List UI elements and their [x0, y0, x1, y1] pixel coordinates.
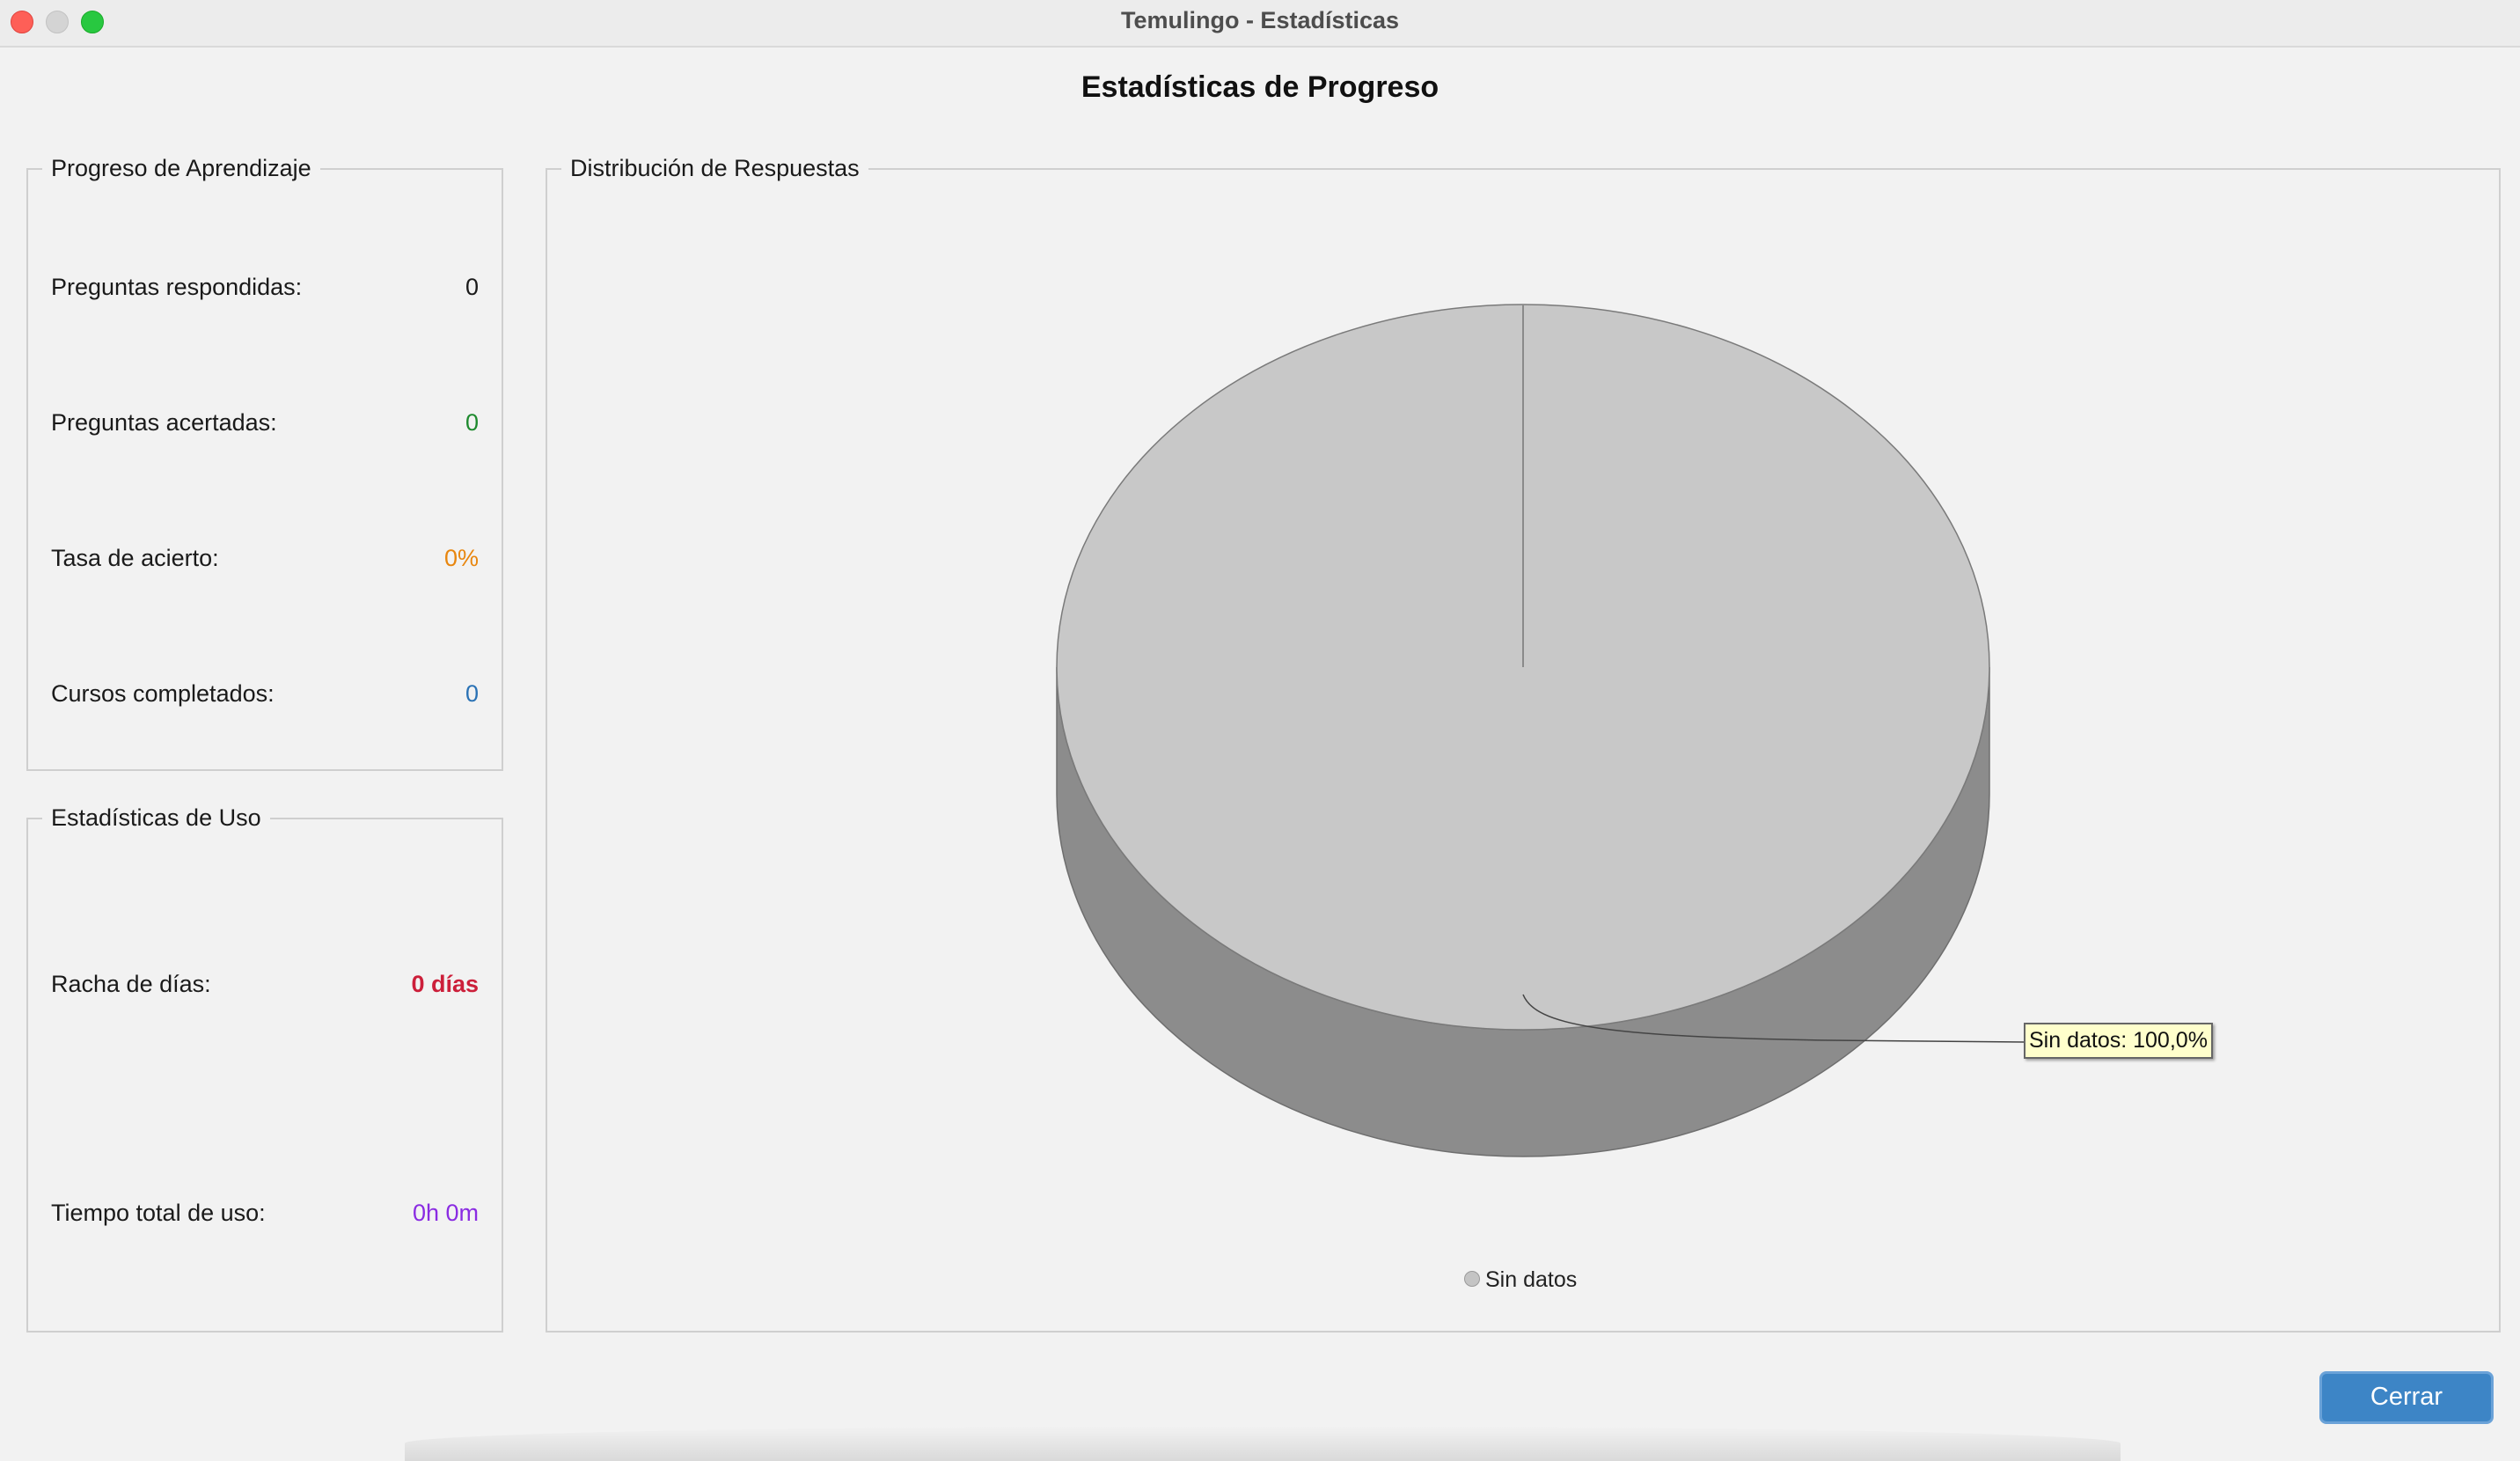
progress-panel-legend: Progreso de Aprendizaje [51, 155, 311, 181]
progress-panel: Progreso de Aprendizaje Preguntas respon… [26, 155, 503, 771]
stat-value-streak: 0 días [411, 971, 479, 997]
close-window-icon[interactable] [11, 11, 33, 33]
tooltip-leader-line [1522, 994, 2026, 1043]
stat-label: Cursos completados: [51, 680, 275, 707]
stat-label: Racha de días: [51, 971, 211, 997]
title-bar: Temulingo - Estadísticas [0, 0, 2520, 48]
stat-value-courses: 0 [465, 680, 479, 707]
chart-legend: Sin datos [1464, 1267, 1577, 1293]
stat-label: Preguntas acertadas: [51, 409, 277, 436]
stat-value-answered: 0 [465, 274, 479, 300]
usage-panel-legend: Estadísticas de Uso [51, 804, 261, 831]
close-button[interactable]: Cerrar [2319, 1371, 2494, 1424]
stat-value-correct: 0 [465, 409, 479, 436]
maximize-window-icon[interactable] [81, 11, 104, 33]
stat-label: Tiempo total de uso: [51, 1200, 266, 1226]
legend-item-label: Sin datos [1485, 1267, 1578, 1292]
chart-panel: Distribución de Respuestas [546, 155, 2501, 1333]
usage-panel: Estadísticas de Uso Racha de días: 0 día… [26, 804, 503, 1333]
minimize-window-icon[interactable] [46, 11, 69, 33]
page-title: Estadísticas de Progreso [1081, 70, 1439, 104]
window-shadow [405, 1426, 2121, 1461]
pie-label-tooltip: Sin datos: 100,0% [2024, 1023, 2213, 1059]
stat-label: Tasa de acierto: [51, 545, 219, 571]
stat-label: Preguntas respondidas: [51, 274, 303, 300]
window-title: Temulingo - Estadísticas [1120, 7, 1400, 33]
chart-panel-legend: Distribución de Respuestas [570, 155, 860, 181]
stat-value-time: 0h 0m [412, 1200, 479, 1226]
stat-value-accuracy: 0% [443, 545, 479, 571]
legend-swatch-icon [1464, 1271, 1480, 1288]
